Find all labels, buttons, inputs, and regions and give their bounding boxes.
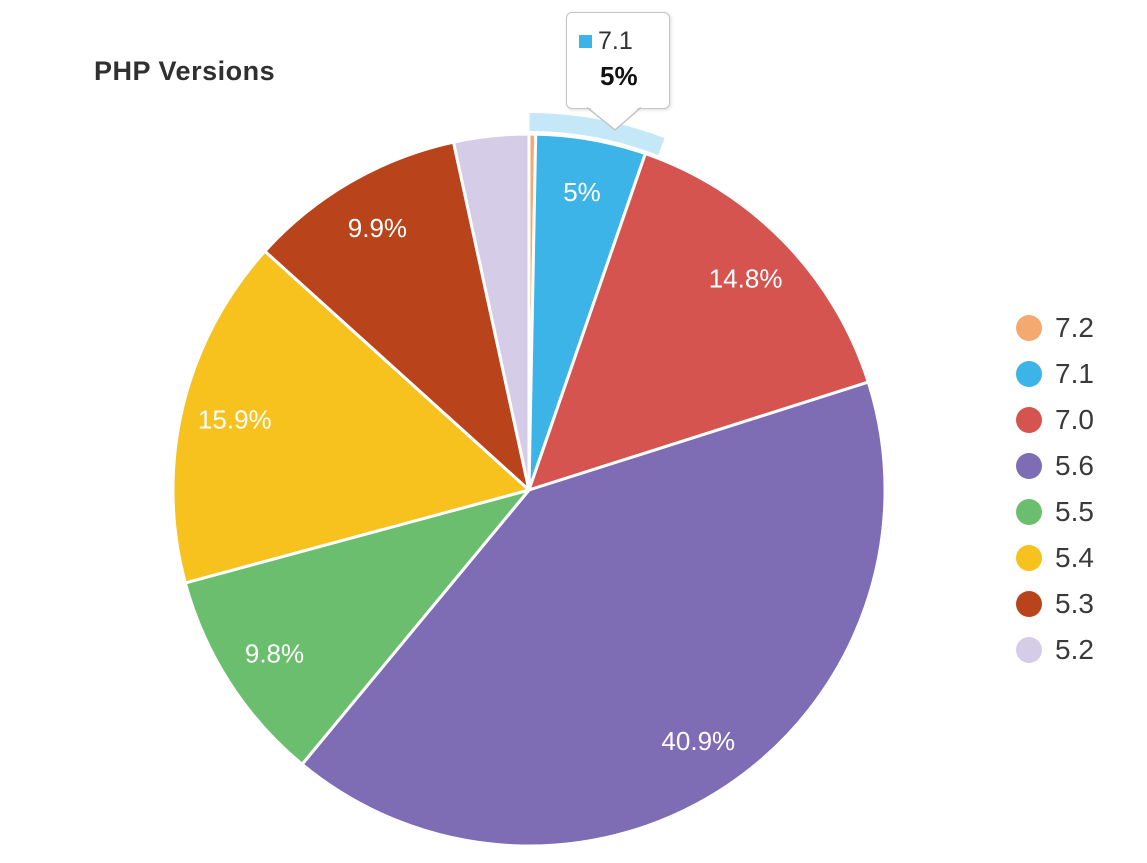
pie-slice-5.5[interactable] — [183, 488, 531, 766]
legend-item-5.6[interactable]: 5.6 — [1016, 443, 1094, 489]
legend-item-5.4[interactable]: 5.4 — [1016, 535, 1094, 581]
legend-item-5.2[interactable]: 5.2 — [1016, 627, 1094, 673]
pie-slice-5.2[interactable] — [452, 132, 531, 492]
pie-slice-5.4[interactable] — [171, 249, 531, 585]
legend-label: 7.1 — [1055, 358, 1094, 389]
pie-slice-5.3[interactable] — [263, 140, 531, 492]
legend-marker-icon — [1016, 499, 1042, 525]
pie-slice-5.6[interactable] — [300, 380, 887, 848]
legend-item-7.2[interactable]: 7.2 — [1016, 305, 1094, 351]
legend-marker-icon — [1016, 453, 1042, 479]
tooltip-value: 5% — [600, 61, 638, 91]
tooltip-series-name: 7.1 — [598, 27, 633, 55]
legend-item-5.3[interactable]: 5.3 — [1016, 581, 1094, 627]
legend: 7.2 7.1 7.0 5.6 5.5 5.4 5.3 5.2 — [1016, 305, 1094, 673]
legend-label: 5.3 — [1055, 588, 1094, 619]
tooltip-series-marker — [579, 35, 592, 48]
legend-label: 5.2 — [1055, 634, 1094, 665]
legend-marker-icon — [1016, 637, 1042, 663]
tooltip-header: 7.1 — [579, 27, 657, 56]
slice-label-5.3: 9.9% — [348, 213, 407, 243]
slice-label-5.4: 15.9% — [198, 404, 272, 434]
legend-label: 5.4 — [1055, 542, 1094, 573]
legend-item-5.5[interactable]: 5.5 — [1016, 489, 1094, 535]
hover-halo — [529, 113, 665, 155]
pie-slice-7.0[interactable] — [527, 152, 870, 492]
legend-marker-icon — [1016, 545, 1042, 571]
legend-label: 7.0 — [1055, 404, 1094, 435]
slice-label-5.5: 9.8% — [245, 639, 304, 669]
tooltip: 7.1 5% — [566, 12, 670, 109]
chart-title: PHP Versions — [94, 56, 276, 86]
legend-label: 7.2 — [1055, 312, 1094, 343]
legend-marker-icon — [1016, 591, 1042, 617]
legend-marker-icon — [1016, 407, 1042, 433]
legend-item-7.0[interactable]: 7.0 — [1016, 397, 1094, 443]
legend-item-7.1[interactable]: 7.1 — [1016, 351, 1094, 397]
legend-marker-icon — [1016, 361, 1042, 387]
legend-marker-icon — [1016, 315, 1042, 341]
legend-label: 5.5 — [1055, 496, 1094, 527]
slice-label-5.6: 40.9% — [661, 726, 735, 756]
slice-label-7.0: 14.8% — [709, 264, 783, 294]
legend-label: 5.6 — [1055, 450, 1094, 481]
tooltip-pointer-icon — [586, 105, 642, 131]
slice-label-7.1: 5% — [563, 177, 601, 207]
